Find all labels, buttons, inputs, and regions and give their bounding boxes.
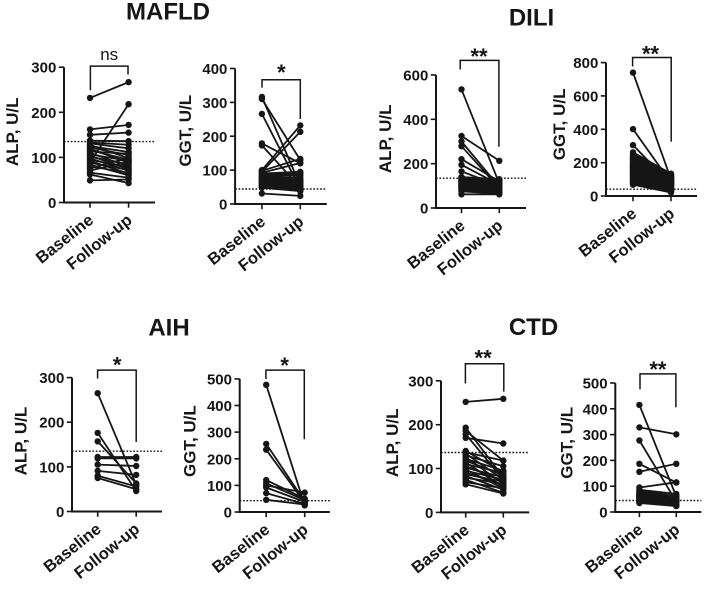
- svg-text:ALP, U/L: ALP, U/L: [383, 408, 402, 477]
- svg-text:400: 400: [207, 398, 232, 415]
- svg-text:200: 200: [583, 453, 608, 470]
- svg-text:GGT, U/L: GGT, U/L: [176, 95, 195, 167]
- svg-text:200: 200: [207, 451, 232, 468]
- svg-text:0: 0: [56, 504, 64, 521]
- svg-text:**: **: [642, 42, 660, 67]
- svg-text:MAFLD: MAFLD: [126, 0, 210, 26]
- svg-text:*: *: [113, 353, 122, 378]
- svg-text:800: 800: [573, 55, 598, 72]
- svg-text:200: 200: [31, 105, 56, 122]
- svg-text:200: 200: [573, 155, 598, 172]
- svg-text:100: 100: [202, 163, 227, 180]
- svg-text:100: 100: [39, 459, 64, 476]
- svg-text:200: 200: [408, 417, 433, 434]
- svg-text:500: 500: [583, 376, 608, 393]
- svg-text:**: **: [649, 357, 667, 382]
- svg-text:0: 0: [224, 505, 232, 522]
- svg-text:400: 400: [202, 61, 227, 78]
- svg-text:200: 200: [39, 415, 64, 432]
- svg-text:200: 200: [202, 129, 227, 146]
- svg-text:**: **: [475, 346, 493, 371]
- svg-text:100: 100: [207, 478, 232, 495]
- svg-text:600: 600: [573, 88, 598, 105]
- svg-text:300: 300: [408, 373, 433, 390]
- svg-text:CTD: CTD: [509, 314, 558, 341]
- svg-text:ALP, U/L: ALP, U/L: [376, 104, 395, 173]
- svg-text:300: 300: [31, 60, 56, 77]
- svg-text:600: 600: [403, 68, 428, 85]
- svg-text:100: 100: [408, 461, 433, 478]
- svg-text:DILI: DILI: [509, 5, 554, 32]
- svg-text:GGT, U/L: GGT, U/L: [557, 407, 576, 479]
- svg-text:0: 0: [48, 195, 56, 212]
- svg-text:GGT, U/L: GGT, U/L: [550, 89, 569, 161]
- svg-text:GGT, U/L: GGT, U/L: [180, 405, 199, 477]
- svg-text:0: 0: [590, 189, 598, 206]
- svg-text:AIH: AIH: [148, 314, 189, 341]
- svg-text:ALP, U/L: ALP, U/L: [12, 407, 31, 476]
- svg-text:300: 300: [202, 95, 227, 112]
- svg-text:200: 200: [403, 156, 428, 173]
- svg-text:500: 500: [207, 371, 232, 388]
- svg-text:100: 100: [31, 150, 56, 167]
- svg-text:ns: ns: [100, 45, 118, 64]
- svg-text:0: 0: [219, 197, 227, 214]
- svg-text:**: **: [470, 44, 488, 69]
- svg-text:300: 300: [39, 370, 64, 387]
- svg-text:0: 0: [420, 201, 428, 218]
- svg-text:0: 0: [425, 505, 433, 522]
- svg-text:ALP, U/L: ALP, U/L: [3, 97, 22, 166]
- svg-text:*: *: [280, 353, 289, 378]
- svg-text:0: 0: [599, 505, 607, 522]
- svg-text:300: 300: [207, 425, 232, 442]
- svg-text:300: 300: [583, 427, 608, 444]
- svg-text:100: 100: [583, 479, 608, 496]
- svg-text:*: *: [277, 60, 286, 85]
- svg-text:400: 400: [573, 122, 598, 139]
- svg-text:400: 400: [583, 401, 608, 418]
- svg-text:400: 400: [403, 112, 428, 129]
